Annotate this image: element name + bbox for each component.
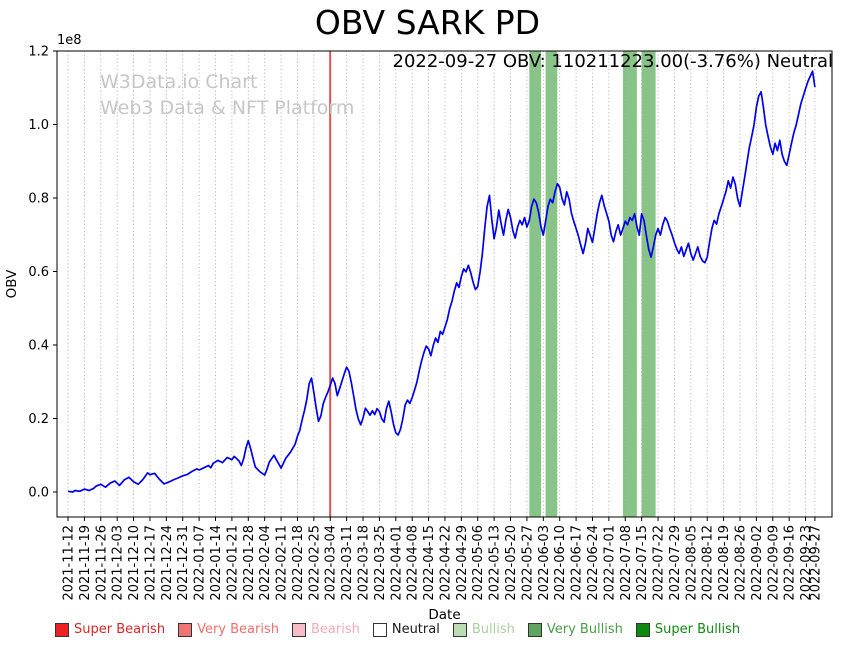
legend-swatch (372, 622, 387, 637)
legend-swatch (635, 622, 650, 637)
legend-label: Super Bearish (74, 622, 166, 637)
signal-band (529, 51, 541, 517)
legend-label: Very Bullish (546, 622, 623, 637)
x-axis-label: Date (428, 607, 460, 623)
x-tick-label: 2022-03-04 (324, 525, 339, 601)
y-tick-label: 1.2 (28, 45, 49, 60)
x-tick-label: 2022-08-19 (717, 525, 732, 601)
x-tick-label: 2022-04-01 (389, 525, 404, 601)
x-tick-label: 2022-04-15 (422, 525, 437, 601)
x-tick-label: 2022-02-11 (275, 525, 290, 601)
signal-band (641, 51, 656, 517)
legend-swatch (178, 622, 193, 637)
x-tick-label: 2022-07-08 (619, 525, 634, 601)
x-tick-label: 2022-09-09 (766, 525, 781, 601)
x-tick-label: 2022-07-15 (635, 525, 650, 601)
x-tick-label: 2022-06-24 (586, 525, 601, 601)
legend-item: Bearish (291, 622, 360, 637)
x-tick-label: 2022-09-16 (783, 525, 798, 601)
legend-item: Bullish (452, 622, 515, 637)
x-tick-label: 2022-08-05 (684, 525, 699, 601)
legend-item: Very Bearish (178, 622, 279, 637)
y-tick-label: 1.0 (28, 118, 49, 133)
x-tick-label: 2022-02-04 (258, 525, 273, 601)
x-tick-label: 2021-11-26 (94, 525, 109, 601)
x-tick-label: 2022-06-03 (537, 525, 552, 601)
x-tick-label: 2022-02-25 (307, 525, 322, 601)
legend-item: Super Bearish (55, 622, 165, 637)
x-tick-label: 2021-12-24 (160, 525, 175, 601)
x-tick-label: 2022-05-06 (471, 525, 486, 601)
legend: Super Bearish Very Bearish Bearish Neutral B… (55, 622, 740, 637)
x-tick-label: 2022-03-25 (373, 525, 388, 601)
x-tick-label: 2021-12-03 (111, 525, 126, 601)
legend-label: Super Bullish (654, 622, 741, 637)
x-tick-label: 2022-01-14 (209, 525, 224, 601)
x-tick-label: 2022-03-18 (357, 525, 372, 601)
x-tick-label: 2022-09-27 (808, 525, 823, 601)
x-tick-label: 2022-06-17 (570, 525, 585, 601)
x-tick-label: 2022-08-26 (733, 525, 748, 601)
x-tick-label: 2022-05-20 (504, 525, 519, 601)
x-tick-label: 2021-12-31 (176, 525, 191, 601)
x-tick-label: 2022-05-27 (520, 525, 535, 601)
y-tick-label: 0.8 (28, 192, 49, 207)
signal-band (622, 51, 637, 517)
x-tick-label: 2022-04-22 (438, 525, 453, 601)
x-tick-label: 2022-08-12 (701, 525, 716, 601)
x-tick-label: 2022-03-11 (340, 525, 355, 601)
obv-annotation: 2022-09-27 OBV: 110211223.00(-3.76%) Neu… (392, 51, 834, 72)
x-tick-label: 2022-07-22 (652, 525, 667, 601)
x-tick-label: 2021-11-19 (78, 525, 93, 601)
legend-swatch (291, 622, 306, 637)
legend-label: Neutral (391, 622, 440, 637)
x-tick-label: 2022-01-07 (193, 525, 208, 601)
x-tick-label: 2022-01-21 (225, 525, 240, 601)
legend-label: Bearish (310, 622, 360, 637)
legend-swatch (55, 622, 69, 637)
y-tick-label: 0.0 (28, 486, 49, 501)
y-tick-label: 0.2 (28, 412, 49, 427)
x-tick-label: 2021-12-17 (143, 525, 158, 601)
x-tick-label: 2022-05-13 (488, 525, 503, 601)
obv-line (67, 70, 816, 493)
x-tick-label: 2022-01-28 (242, 525, 257, 601)
x-tick-label: 2022-09-23 (799, 525, 814, 601)
x-tick-label: 2022-02-18 (291, 525, 306, 601)
legend-swatch (527, 622, 542, 637)
y-offset-label: 1e8 (57, 33, 82, 48)
plot-border (56, 50, 833, 518)
legend-item: Very Bullish (527, 622, 623, 637)
legend-item: Super Bullish (635, 622, 741, 637)
y-tick-label: 0.4 (28, 339, 49, 354)
x-tick-label: 2022-07-29 (668, 525, 683, 601)
legend-label: Bullish (471, 622, 515, 637)
y-axis-label: OBV (4, 269, 20, 298)
legend-label: Very Bearish (197, 622, 279, 637)
legend-swatch (452, 622, 467, 637)
chart-title: OBV SARK PD (314, 3, 541, 42)
x-tick-label: 2021-12-10 (127, 525, 142, 601)
x-tick-label: 2022-07-01 (602, 525, 617, 601)
x-tick-label: 2021-11-12 (62, 525, 77, 601)
x-tick-label: 2022-04-29 (455, 525, 470, 601)
x-tick-label: 2022-09-02 (750, 525, 765, 601)
signal-band (545, 51, 558, 517)
y-tick-label: 0.6 (28, 265, 49, 280)
legend-item: Neutral (372, 622, 440, 637)
x-tick-label: 2022-06-10 (553, 525, 568, 601)
x-tick-label: 2022-04-08 (406, 525, 421, 601)
